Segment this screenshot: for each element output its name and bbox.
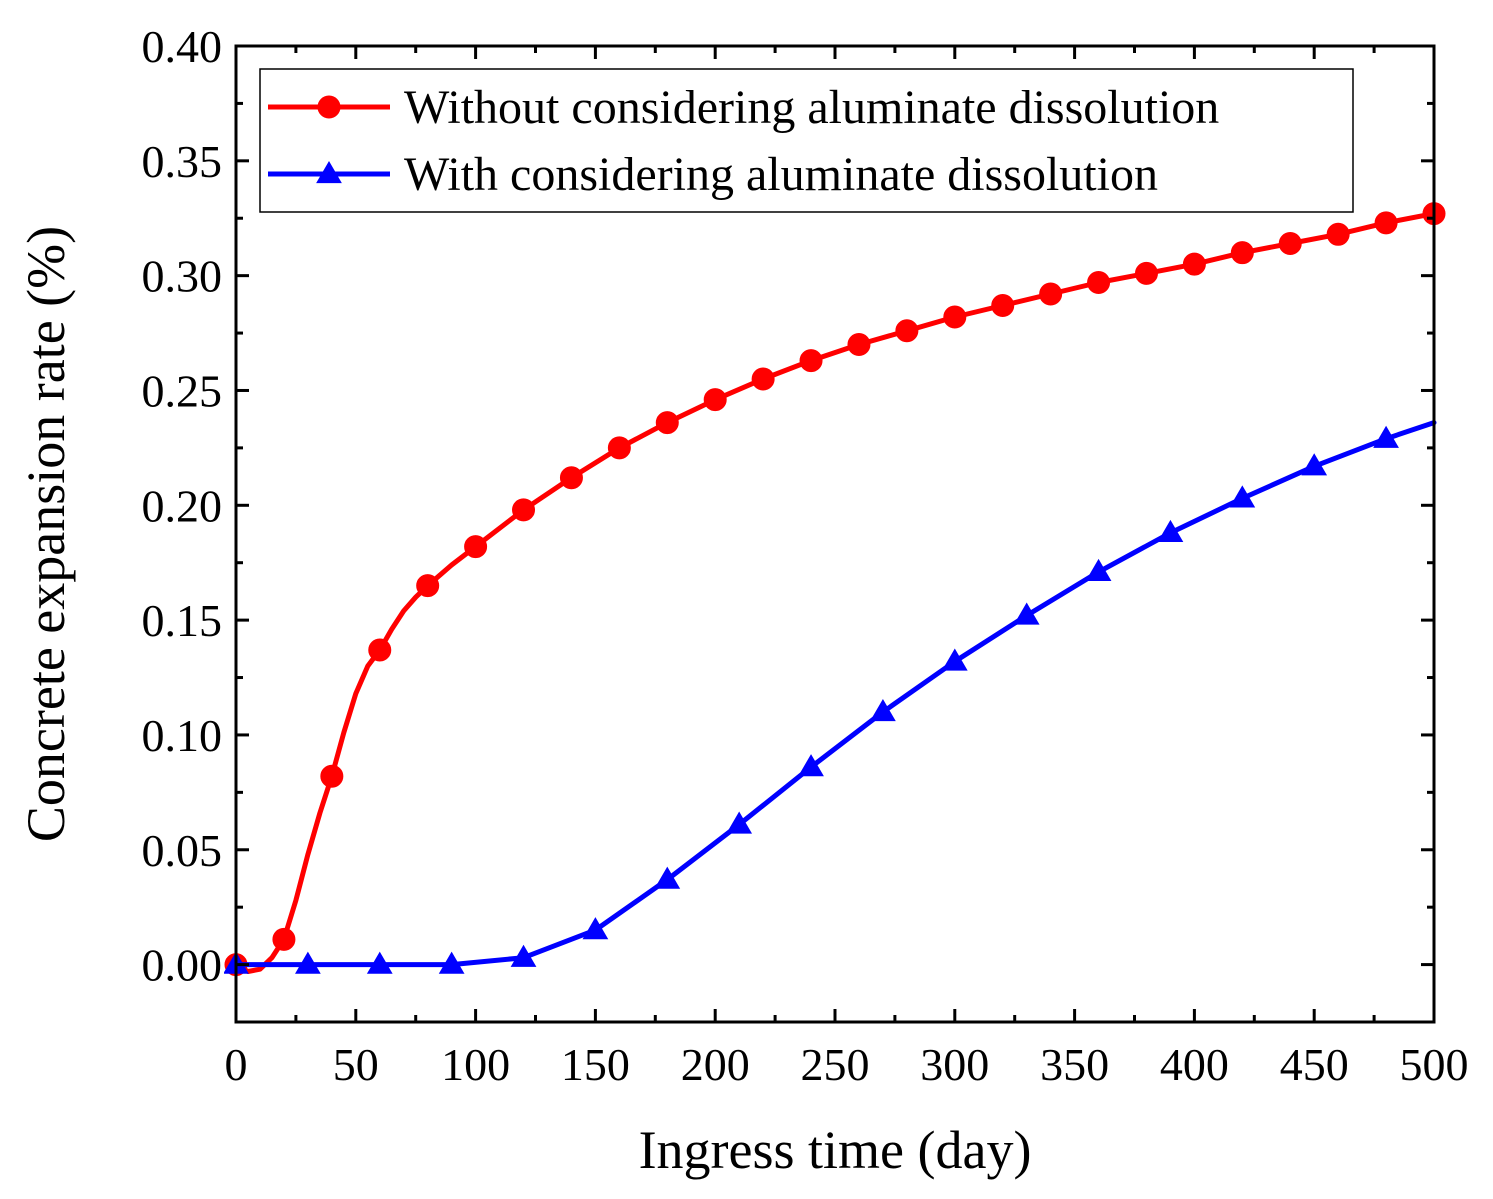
x-tick-label: 500 (1400, 1039, 1469, 1090)
data-point (941, 648, 968, 671)
data-point (726, 811, 753, 834)
data-point (438, 951, 465, 974)
data-point (654, 866, 681, 889)
data-point (1278, 231, 1302, 255)
data-point (582, 917, 609, 940)
series-line (233, 420, 1437, 968)
x-tick-label: 400 (1160, 1039, 1229, 1090)
tick-label-layer: 0 50 100 150 200 250 300 350 400 450 500 0.00 0.05 0.… (142, 21, 1469, 1090)
legend-marker-triangle (316, 161, 342, 184)
data-point (295, 951, 321, 974)
data-point (991, 294, 1015, 318)
data-point (510, 944, 537, 967)
y-axis-title: Concrete expansion rate (%) (16, 226, 76, 842)
data-point (607, 436, 631, 460)
y-tick-label: 0.00 (142, 940, 223, 991)
y-tick-label: 0.15 (142, 595, 223, 646)
y-tick-label: 0.30 (142, 251, 223, 302)
data-point (1013, 602, 1040, 625)
data-point (751, 367, 775, 391)
data-point (799, 349, 823, 373)
y-tick-label: 0.25 (142, 365, 223, 416)
data-point (512, 498, 536, 522)
data-point (1087, 271, 1111, 295)
data-point (943, 305, 967, 329)
series-layer (224, 202, 1446, 977)
data-point (847, 333, 871, 357)
x-tick-label: 100 (441, 1039, 510, 1090)
data-point (895, 319, 919, 343)
y-tick-label: 0.40 (142, 21, 223, 72)
x-tick-label: 350 (1040, 1039, 1109, 1090)
data-point (1229, 485, 1256, 508)
x-tick-label: 250 (801, 1039, 870, 1090)
x-axis-title: Ingress time (day) (639, 1120, 1032, 1180)
legend-box (259, 68, 1354, 213)
data-point (366, 951, 393, 974)
data-point (798, 754, 824, 777)
series-1 (224, 420, 1437, 974)
x-tick-label: 0 (225, 1039, 248, 1090)
legend: Without considering aluminate dissolutio… (259, 68, 1354, 213)
data-point (1039, 282, 1063, 306)
legend-marker-circle (317, 95, 341, 119)
data-point (1085, 558, 1112, 582)
data-point (1230, 241, 1254, 265)
data-point (1374, 211, 1398, 235)
data-point (1134, 261, 1158, 285)
data-point (416, 574, 440, 598)
x-tick-label: 450 (1280, 1039, 1349, 1090)
data-point (1373, 425, 1399, 448)
x-tick-label: 50 (333, 1039, 379, 1090)
data-point (559, 466, 583, 490)
data-point (1301, 453, 1328, 476)
y-tick-label: 0.35 (142, 136, 223, 187)
data-point (655, 411, 679, 435)
data-point (1157, 519, 1184, 542)
data-point (368, 638, 392, 662)
data-point (1326, 222, 1350, 246)
x-tick-label: 150 (561, 1039, 630, 1090)
data-point (272, 927, 296, 951)
legend-label-with-aluminate: With considering aluminate dissolution (404, 148, 1158, 201)
x-tick-label: 300 (920, 1039, 989, 1090)
data-point (464, 535, 488, 559)
y-tick-label: 0.05 (142, 825, 223, 876)
data-point (1182, 252, 1206, 276)
legend-entries (268, 95, 390, 184)
y-tick-label: 0.10 (142, 710, 223, 761)
data-point (870, 698, 896, 722)
y-tick-label: 0.20 (142, 480, 223, 531)
data-point (320, 764, 344, 788)
legend-label-without-aluminate: Without considering aluminate dissolutio… (404, 81, 1219, 134)
series-line (233, 211, 1437, 974)
x-tick-label: 200 (681, 1039, 750, 1090)
tick-layer (234, 44, 1436, 1024)
data-point (703, 388, 727, 412)
series-0 (224, 202, 1446, 977)
